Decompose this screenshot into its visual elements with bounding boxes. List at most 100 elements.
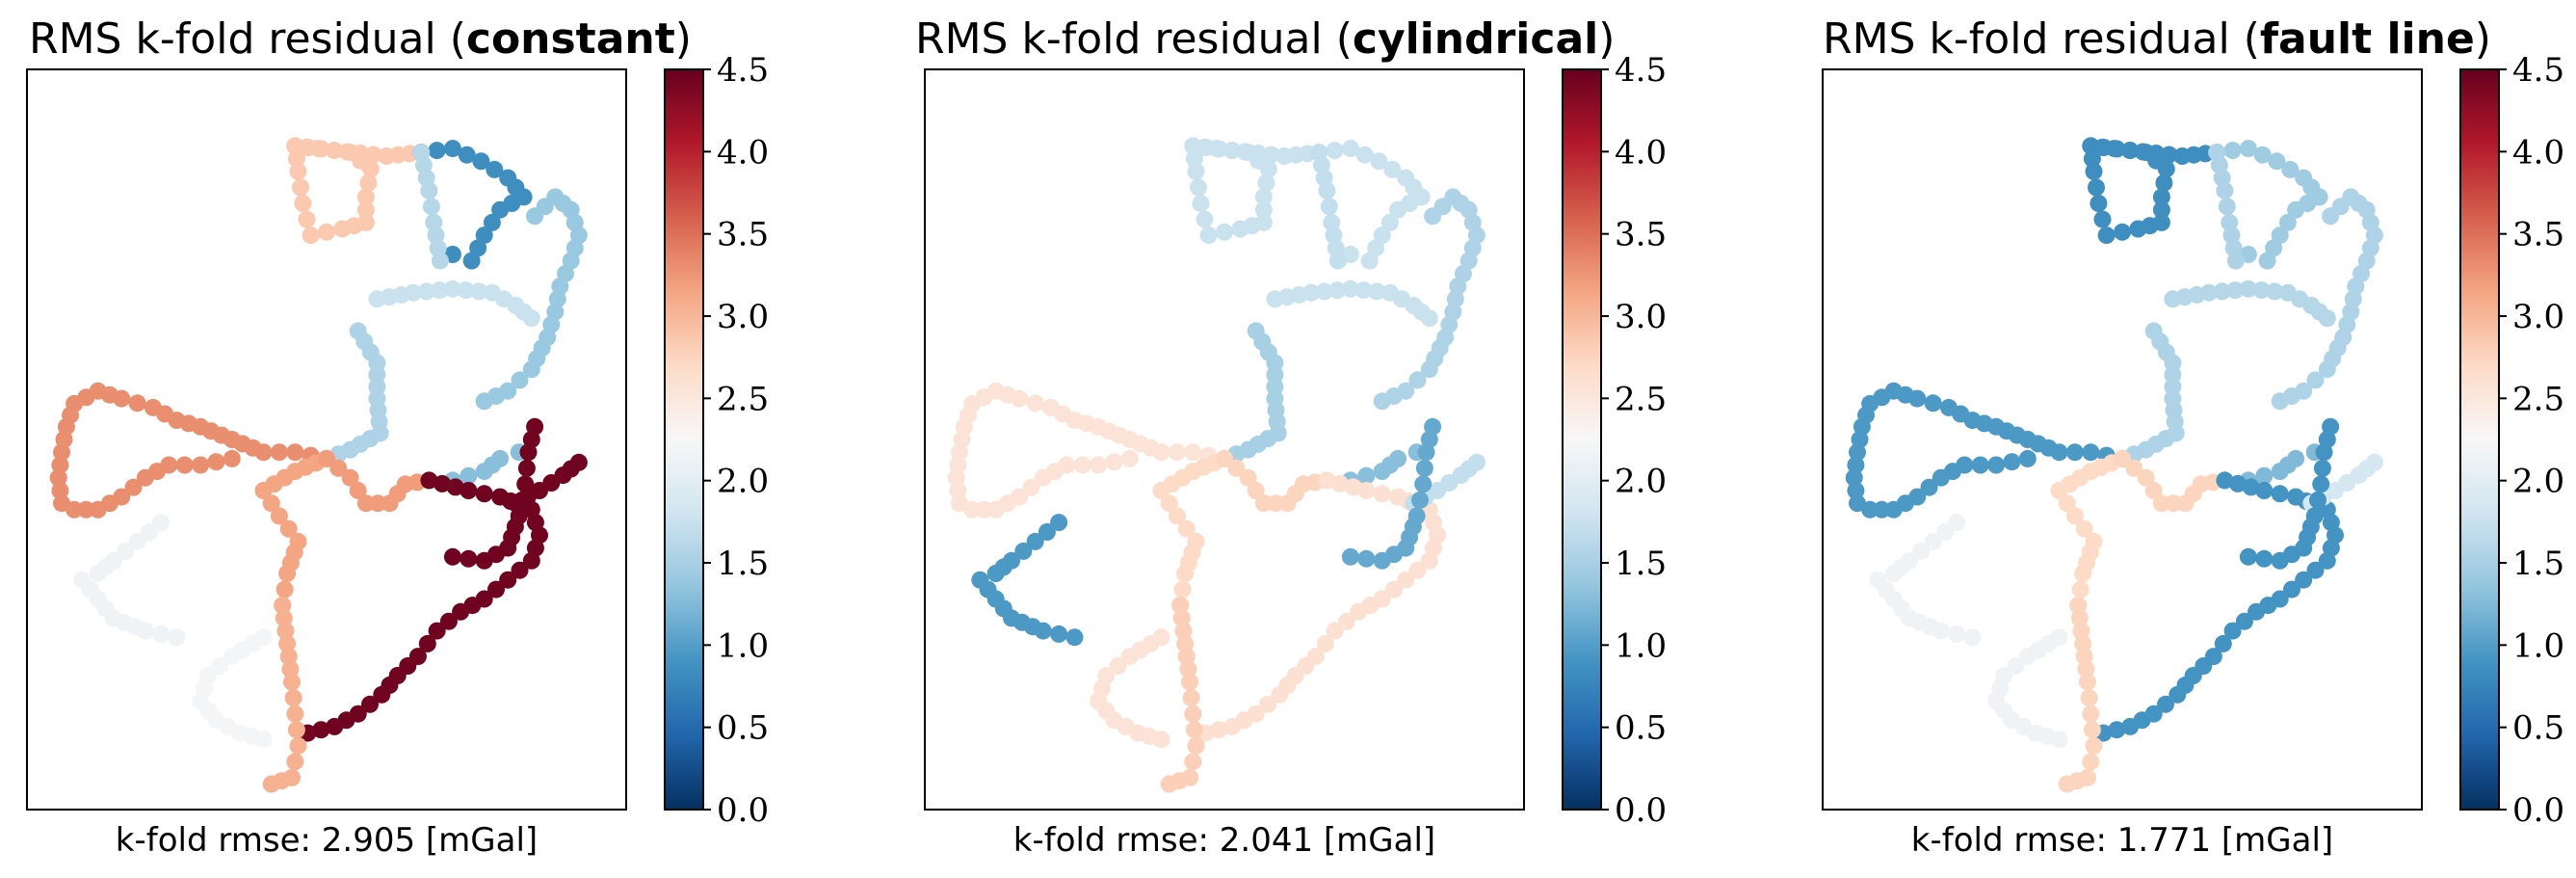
data-point bbox=[352, 145, 370, 162]
data-point bbox=[2075, 519, 2093, 538]
colorbar-tick-label: 3.0 bbox=[717, 298, 769, 336]
data-point bbox=[2229, 474, 2247, 492]
data-point bbox=[1948, 514, 1966, 532]
data-point bbox=[2093, 210, 2112, 228]
data-point bbox=[2218, 198, 2236, 216]
colorbar-tick-label: 3.5 bbox=[717, 216, 769, 254]
colorbar-gradient bbox=[2460, 69, 2499, 810]
data-point bbox=[1380, 213, 1399, 231]
data-point bbox=[1845, 468, 1863, 487]
data-point bbox=[356, 213, 375, 231]
data-point bbox=[2085, 162, 2103, 180]
data-point bbox=[428, 142, 446, 160]
data-point bbox=[516, 475, 535, 493]
colorbar-tick-label: 1.5 bbox=[2512, 545, 2564, 583]
data-point bbox=[312, 140, 330, 158]
data-point bbox=[356, 494, 375, 513]
data-point bbox=[1389, 200, 1407, 219]
data-point bbox=[1236, 143, 1254, 161]
data-point bbox=[329, 459, 348, 477]
data-point bbox=[1414, 475, 1433, 493]
data-point bbox=[175, 456, 194, 474]
panel-title: RMS k-fold residual (fault line) bbox=[1823, 14, 2491, 64]
data-point bbox=[2169, 685, 2187, 704]
data-point bbox=[2082, 753, 2100, 771]
data-point bbox=[1341, 140, 1359, 158]
data-point bbox=[2306, 561, 2325, 579]
data-point bbox=[1160, 494, 1178, 513]
data-point bbox=[2007, 657, 2025, 675]
data-point bbox=[207, 453, 225, 471]
data-point bbox=[420, 471, 438, 490]
data-point bbox=[2134, 143, 2152, 161]
survey-points bbox=[49, 137, 588, 793]
data-point bbox=[1357, 549, 1376, 568]
data-point bbox=[1420, 551, 1438, 570]
data-point bbox=[1411, 491, 1429, 509]
data-point bbox=[511, 371, 529, 389]
data-point bbox=[1948, 625, 1966, 643]
data-point bbox=[2213, 282, 2231, 301]
data-point bbox=[160, 456, 178, 474]
data-point bbox=[53, 443, 70, 462]
data-point bbox=[1181, 673, 1198, 691]
data-point bbox=[1302, 283, 1320, 302]
panel-constant: RMS k-fold residual (constant) k-fold rm… bbox=[26, 14, 769, 860]
data-point bbox=[283, 673, 301, 691]
data-point bbox=[2239, 140, 2257, 158]
rmse-label: k-fold rmse: 2.041 [mGal] bbox=[1013, 821, 1435, 860]
data-point bbox=[2222, 226, 2241, 245]
data-point bbox=[1239, 468, 1257, 487]
colorbar-tick-label: 4.0 bbox=[717, 133, 769, 172]
data-point bbox=[1185, 721, 1203, 739]
data-point bbox=[1908, 488, 1927, 506]
data-point bbox=[1109, 657, 1127, 675]
data-point bbox=[2216, 181, 2234, 200]
data-point bbox=[1389, 449, 1407, 467]
colorbar: 0.0 0.5 1.0 1.5 2.0 2.5 3.0 3.5 4.0 4.5 bbox=[664, 51, 769, 830]
data-point bbox=[1168, 443, 1186, 462]
data-point bbox=[1026, 532, 1044, 550]
data-point bbox=[1014, 542, 1033, 560]
data-point bbox=[1266, 354, 1284, 372]
data-point bbox=[986, 565, 1005, 582]
data-point bbox=[1179, 660, 1197, 678]
data-point bbox=[1196, 139, 1215, 156]
data-point bbox=[2079, 673, 2096, 691]
data-point bbox=[472, 152, 490, 171]
data-point bbox=[270, 507, 288, 525]
data-point bbox=[1373, 485, 1391, 503]
data-point bbox=[2226, 281, 2245, 300]
data-point bbox=[1924, 394, 1942, 412]
data-point bbox=[1034, 622, 1052, 640]
data-point bbox=[1920, 478, 1938, 496]
data-point bbox=[2258, 252, 2276, 270]
data-point bbox=[1190, 178, 1207, 197]
data-point bbox=[457, 281, 475, 300]
data-point bbox=[460, 549, 478, 568]
data-point bbox=[1120, 648, 1139, 666]
data-point bbox=[1397, 571, 1415, 589]
data-point bbox=[2085, 736, 2103, 755]
data-point bbox=[2223, 622, 2242, 640]
data-point bbox=[2266, 282, 2284, 301]
data-point bbox=[963, 500, 982, 519]
colorbar-tick-label: 0.0 bbox=[717, 791, 769, 830]
data-point bbox=[356, 188, 375, 206]
data-point bbox=[475, 392, 493, 411]
data-point bbox=[2072, 622, 2090, 640]
data-point bbox=[2070, 609, 2089, 627]
data-point bbox=[128, 532, 146, 550]
data-point bbox=[446, 478, 464, 496]
data-point bbox=[1227, 459, 1246, 477]
survey-points bbox=[947, 137, 1485, 793]
data-point bbox=[1861, 500, 1879, 519]
data-point bbox=[1210, 140, 1228, 158]
data-point bbox=[1884, 565, 1903, 582]
data-point bbox=[299, 139, 317, 156]
data-point bbox=[1357, 466, 1376, 485]
data-point bbox=[1192, 195, 1210, 212]
data-point bbox=[2050, 482, 2068, 499]
data-point bbox=[278, 634, 297, 652]
data-point bbox=[1120, 449, 1139, 467]
